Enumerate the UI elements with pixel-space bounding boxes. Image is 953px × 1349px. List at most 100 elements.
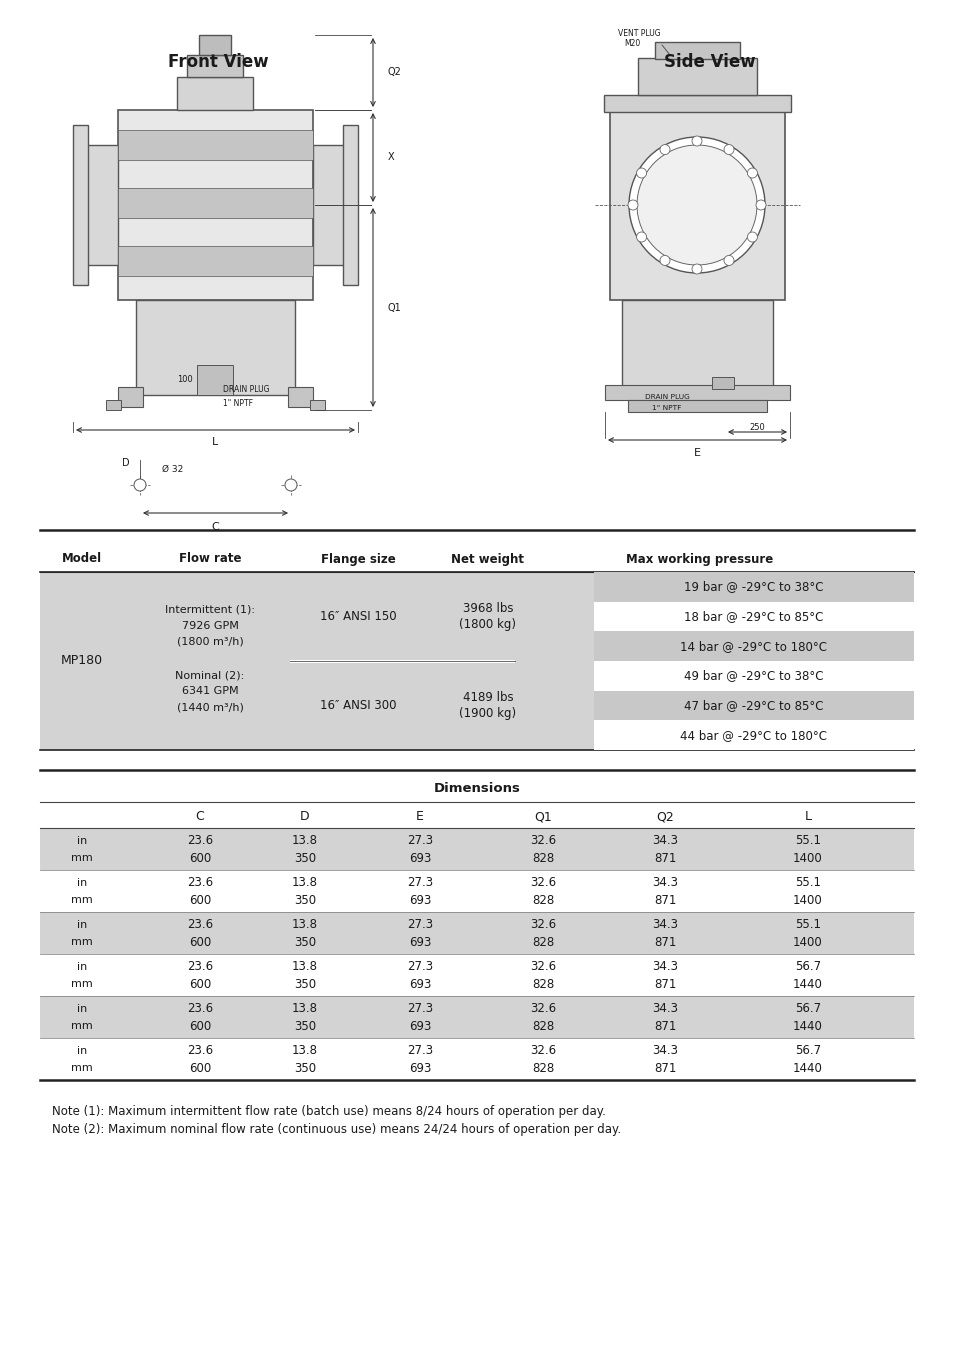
Bar	[621, 299, 772, 395]
Text: (1800 m³/h): (1800 m³/h)	[176, 637, 243, 648]
Circle shape	[746, 169, 757, 178]
Text: 1400: 1400	[792, 851, 822, 865]
Text: 828: 828	[532, 851, 554, 865]
Text: 44 bar @ -29°C to 180°C: 44 bar @ -29°C to 180°C	[679, 728, 826, 742]
Text: mm: mm	[71, 894, 92, 905]
Bar	[106, 401, 121, 410]
Bar	[603, 94, 790, 112]
Text: Dimensions: Dimensions	[433, 781, 520, 795]
Text: 350: 350	[294, 1020, 315, 1032]
Text: 828: 828	[532, 1062, 554, 1075]
Text: 600: 600	[189, 893, 211, 907]
Circle shape	[636, 169, 646, 178]
Circle shape	[133, 479, 146, 491]
Circle shape	[691, 264, 701, 274]
Text: L: L	[803, 811, 811, 823]
Text: DRAIN PLUG: DRAIN PLUG	[644, 394, 689, 401]
Text: Flange size: Flange size	[320, 553, 395, 565]
Text: 871: 871	[653, 851, 676, 865]
Text: 27.3: 27.3	[407, 960, 433, 974]
Text: 871: 871	[653, 1062, 676, 1075]
Text: Side View: Side View	[663, 53, 755, 71]
Circle shape	[746, 232, 757, 241]
Text: Intermittent (1):: Intermittent (1):	[165, 604, 254, 615]
Text: 3968 lbs: 3968 lbs	[462, 602, 513, 615]
Text: Flow rate: Flow rate	[178, 553, 241, 565]
Circle shape	[755, 200, 765, 210]
Text: mm: mm	[71, 1063, 92, 1072]
Text: 34.3: 34.3	[651, 1002, 678, 1016]
Text: 350: 350	[294, 978, 315, 990]
Bar	[609, 111, 784, 299]
Text: (1440 m³/h): (1440 m³/h)	[176, 701, 243, 712]
Text: 13.8: 13.8	[292, 877, 317, 889]
Bar	[594, 720, 913, 750]
Text: C: C	[211, 522, 218, 532]
Text: C: C	[195, 811, 204, 823]
Text: 34.3: 34.3	[651, 960, 678, 974]
Text: E: E	[416, 811, 423, 823]
Text: 56.7: 56.7	[794, 960, 821, 974]
Circle shape	[659, 144, 669, 155]
Bar	[627, 401, 766, 411]
Text: DRAIN PLUG: DRAIN PLUG	[223, 386, 269, 394]
Text: 1" NPTF: 1" NPTF	[652, 405, 681, 411]
Text: 56.7: 56.7	[794, 1002, 821, 1016]
Text: 828: 828	[532, 893, 554, 907]
Text: Note (1): Maximum intermittent flow rate (batch use) means 8/24 hours of operati: Note (1): Maximum intermittent flow rate…	[52, 1105, 605, 1118]
Text: D: D	[300, 811, 310, 823]
Bar	[594, 631, 913, 661]
Bar	[310, 401, 325, 410]
Text: 828: 828	[532, 978, 554, 990]
Text: 4189 lbs: 4189 lbs	[462, 691, 513, 704]
Text: 23.6: 23.6	[187, 1002, 213, 1016]
Text: 871: 871	[653, 893, 676, 907]
Text: 13.8: 13.8	[292, 1002, 317, 1016]
Text: 1440: 1440	[792, 978, 822, 990]
Bar	[187, 55, 243, 77]
Text: Q1: Q1	[534, 811, 551, 823]
Text: L: L	[212, 437, 218, 447]
Text: Model: Model	[62, 553, 102, 565]
Text: 27.3: 27.3	[407, 877, 433, 889]
Text: 6341 GPM: 6341 GPM	[181, 687, 238, 696]
Text: 23.6: 23.6	[187, 877, 213, 889]
Text: 828: 828	[532, 935, 554, 948]
Text: 250: 250	[748, 424, 764, 433]
Circle shape	[691, 136, 701, 146]
Text: 23.6: 23.6	[187, 835, 213, 847]
Text: in: in	[77, 962, 87, 973]
Text: 19 bar @ -29°C to 38°C: 19 bar @ -29°C to 38°C	[683, 580, 822, 594]
Text: 600: 600	[189, 935, 211, 948]
Bar	[594, 572, 913, 602]
Text: 1400: 1400	[792, 935, 822, 948]
Bar	[73, 125, 88, 285]
Text: in: in	[77, 1004, 87, 1014]
Text: VENT PLUG: VENT PLUG	[618, 30, 659, 39]
Text: Front View: Front View	[168, 53, 268, 71]
Bar	[594, 661, 913, 691]
Text: Nominal (2):: Nominal (2):	[175, 670, 244, 680]
Text: 16″ ANSI 300: 16″ ANSI 300	[319, 699, 395, 712]
Text: MP180: MP180	[61, 654, 103, 668]
Bar	[313, 144, 345, 264]
Circle shape	[723, 255, 733, 266]
Bar	[196, 366, 233, 395]
Text: X: X	[388, 152, 395, 162]
Text: 32.6: 32.6	[529, 877, 556, 889]
Text: 32.6: 32.6	[529, 1044, 556, 1058]
Text: 56.7: 56.7	[794, 1044, 821, 1058]
Text: 871: 871	[653, 1020, 676, 1032]
Text: 27.3: 27.3	[407, 835, 433, 847]
Bar	[136, 299, 294, 395]
Bar	[594, 691, 913, 720]
Text: 350: 350	[294, 893, 315, 907]
Text: 600: 600	[189, 978, 211, 990]
Text: 18 bar @ -29°C to 85°C: 18 bar @ -29°C to 85°C	[683, 610, 822, 623]
Bar	[343, 125, 357, 285]
Text: in: in	[77, 836, 87, 846]
Text: 350: 350	[294, 935, 315, 948]
Text: 34.3: 34.3	[651, 877, 678, 889]
Bar	[118, 246, 313, 277]
Bar	[118, 188, 313, 219]
